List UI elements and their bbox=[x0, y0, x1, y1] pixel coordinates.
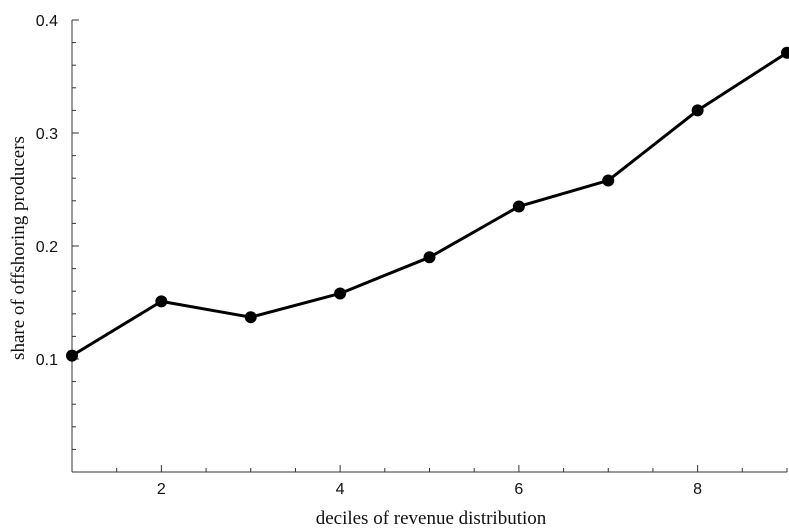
y-tick-label: 0.3 bbox=[36, 126, 58, 143]
x-tick-label: 2 bbox=[157, 481, 166, 498]
data-point bbox=[691, 104, 704, 117]
data-point bbox=[512, 200, 525, 213]
data-point bbox=[66, 349, 78, 362]
data-point bbox=[155, 295, 168, 308]
data-point bbox=[781, 46, 789, 59]
x-tick-label: 8 bbox=[693, 481, 702, 498]
y-tick-label: 0.4 bbox=[36, 13, 58, 30]
x-tick-label: 6 bbox=[514, 481, 523, 498]
series bbox=[66, 46, 789, 362]
y-tick-label: 0.2 bbox=[36, 239, 58, 256]
data-point bbox=[244, 311, 257, 324]
data-point bbox=[423, 251, 436, 264]
x-axis-title: deciles of revenue distribution bbox=[316, 508, 547, 529]
series-line bbox=[71, 51, 788, 357]
data-point bbox=[334, 287, 347, 300]
y-tick-label: 0.1 bbox=[36, 352, 58, 369]
y-axis-title: share of offshoring producers bbox=[8, 136, 29, 360]
ticks: 2 4 6 8 0.1 0.2 0.3 0.4 bbox=[36, 13, 788, 498]
axes bbox=[71, 20, 787, 473]
data-point bbox=[602, 174, 615, 187]
x-tick-label: 4 bbox=[336, 481, 345, 498]
